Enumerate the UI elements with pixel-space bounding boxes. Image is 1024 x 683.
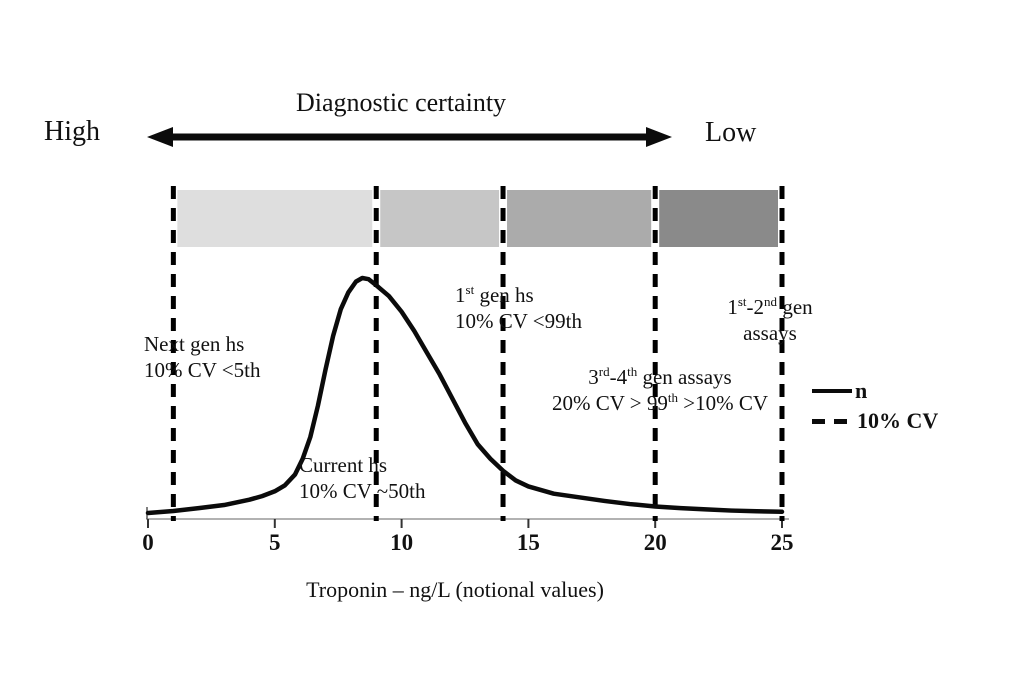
annotation-3rd-4th-gen-assays: 3rd-4th gen assays 20% CV > 99th >10% CV	[540, 364, 780, 416]
annotation-current-hs: Current hs 10% CV ~50th	[299, 452, 425, 504]
low-label: Low	[705, 117, 757, 148]
legend-item-n: n	[812, 378, 868, 403]
certainty-band-2	[380, 190, 500, 247]
annotation-line: 20% CV > 99th >10% CV	[551, 390, 769, 415]
figure-title: Diagnostic certainty	[295, 88, 507, 117]
legend-cv-label: 10% CV	[857, 408, 939, 433]
annotation-line: 10% CV ~50th	[299, 479, 426, 503]
x-tick-label-10: 10	[390, 530, 414, 555]
x-tick-label-20: 20	[643, 530, 667, 555]
solid-line-key-icon	[812, 389, 852, 393]
x-tick-label-5: 5	[269, 530, 281, 555]
annotation-line: assays	[743, 321, 797, 345]
annotation-line: Current hs	[299, 453, 388, 477]
annotation-next-gen-hs: Next gen hs 10% CV <5th	[144, 331, 260, 383]
x-tick-label-15: 15	[516, 530, 540, 555]
annotation-line: Next gen hs	[144, 332, 245, 356]
annotation-line: 3rd-4th gen assays	[588, 364, 732, 389]
annotation-line: 10% CV <99th	[455, 309, 582, 333]
annotation-1st-2nd-gen-assays: 1st-2nd gen assays	[710, 294, 830, 346]
legend-item-10pct-cv: 10% CV	[812, 408, 939, 433]
certainty-band-4	[659, 190, 778, 247]
certainty-band-3	[507, 190, 652, 247]
x-axis-title: Troponin – ng/L (notional values)	[306, 577, 604, 602]
high-label: High	[44, 116, 100, 147]
annotation-line: 1st gen hs	[455, 282, 534, 307]
annotation-line: 1st-2nd gen	[727, 294, 813, 319]
certainty-arrow-left-head	[147, 127, 173, 147]
n-curve	[145, 275, 785, 516]
certainty-arrow-right-head	[646, 127, 672, 147]
dashed-line-key-icon	[812, 418, 854, 424]
x-tick-label-0: 0	[142, 530, 154, 555]
annotation-1st-gen-hs: 1st gen hs 10% CV <99th	[455, 282, 582, 334]
x-tick-label-25: 25	[770, 530, 794, 555]
certainty-band-1	[177, 190, 373, 247]
annotation-line: 10% CV <5th	[144, 358, 261, 382]
legend-n-label: n	[855, 378, 868, 403]
